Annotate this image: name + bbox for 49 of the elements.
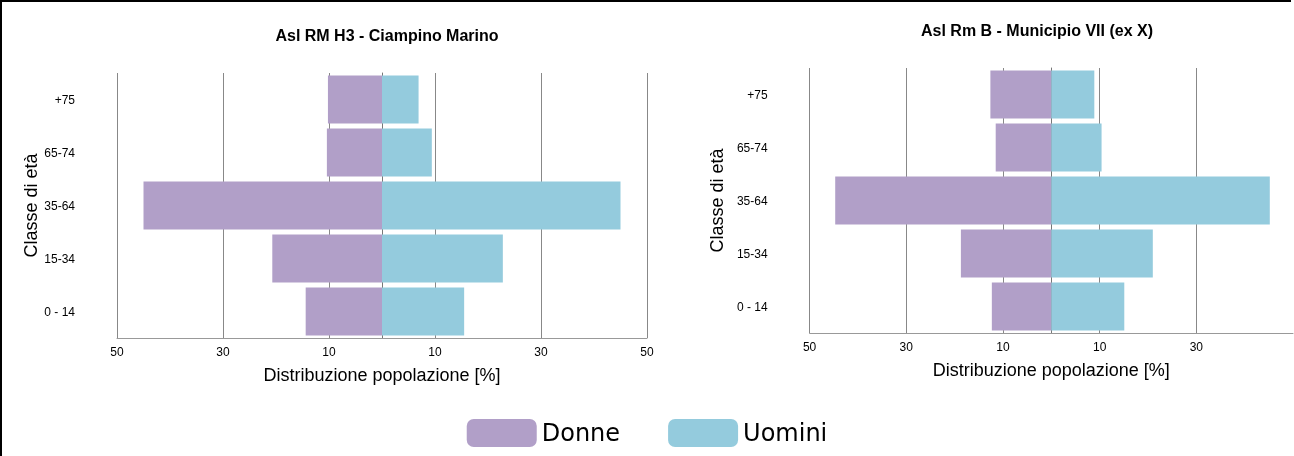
y-tick-label: 65-74	[736, 140, 768, 155]
y-tick-label: 0 - 14	[736, 299, 768, 314]
bar	[1051, 176, 1270, 225]
bar	[305, 287, 382, 336]
bar	[143, 181, 382, 230]
bar	[1051, 229, 1153, 278]
bar	[1051, 282, 1125, 331]
legend-label: Uomini	[743, 419, 828, 447]
bar	[272, 234, 382, 283]
y-axis-title: Classe di età	[21, 152, 42, 258]
bar	[382, 75, 419, 124]
x-axis-title: Distribuzione popolazione [%]	[263, 365, 501, 385]
bar	[382, 128, 432, 177]
chart-title: Asl Rm B - Municipio VII (ex X)	[920, 21, 1154, 39]
x-tick-label: 30	[899, 340, 914, 354]
x-tick-label: 50	[640, 345, 654, 359]
x-tick-label: 30	[1189, 340, 1204, 354]
bar	[327, 75, 382, 124]
bar	[991, 282, 1052, 331]
y-tick-label: +75	[54, 92, 76, 107]
x-tick-label: 50	[110, 345, 124, 359]
y-tick-label: 0 - 14	[44, 304, 76, 319]
x-tick-label: 50	[802, 340, 817, 354]
bar	[990, 70, 1052, 119]
bar	[382, 234, 503, 283]
x-tick-label: 10	[322, 345, 336, 359]
bar	[382, 181, 621, 230]
y-tick-label: +75	[747, 87, 768, 102]
chart-title: Asl RM H3 - Ciampino Marino	[275, 26, 499, 44]
x-axis-title: Distribuzione popolazione [%]	[932, 360, 1170, 380]
bar	[1051, 70, 1095, 119]
y-tick-label: 15-34	[736, 246, 768, 261]
x-tick-label: 10	[996, 340, 1010, 354]
bar	[835, 176, 1052, 225]
x-tick-label: 30	[216, 345, 230, 359]
y-tick-label: 15-34	[44, 251, 76, 266]
bar	[1051, 123, 1102, 172]
y-tick-label: 35-64	[44, 198, 76, 213]
x-tick-label: 10	[1092, 340, 1107, 354]
bar	[326, 128, 382, 177]
legend-label: Donne	[541, 419, 621, 447]
bar	[382, 287, 465, 336]
bar	[995, 123, 1052, 172]
y-axis-title: Classe di età	[707, 147, 727, 253]
x-tick-label: 30	[534, 345, 548, 359]
x-tick-label: 10	[428, 345, 442, 359]
bar	[960, 229, 1052, 278]
y-tick-label: 35-64	[736, 193, 768, 208]
y-tick-label: 65-74	[44, 145, 76, 160]
